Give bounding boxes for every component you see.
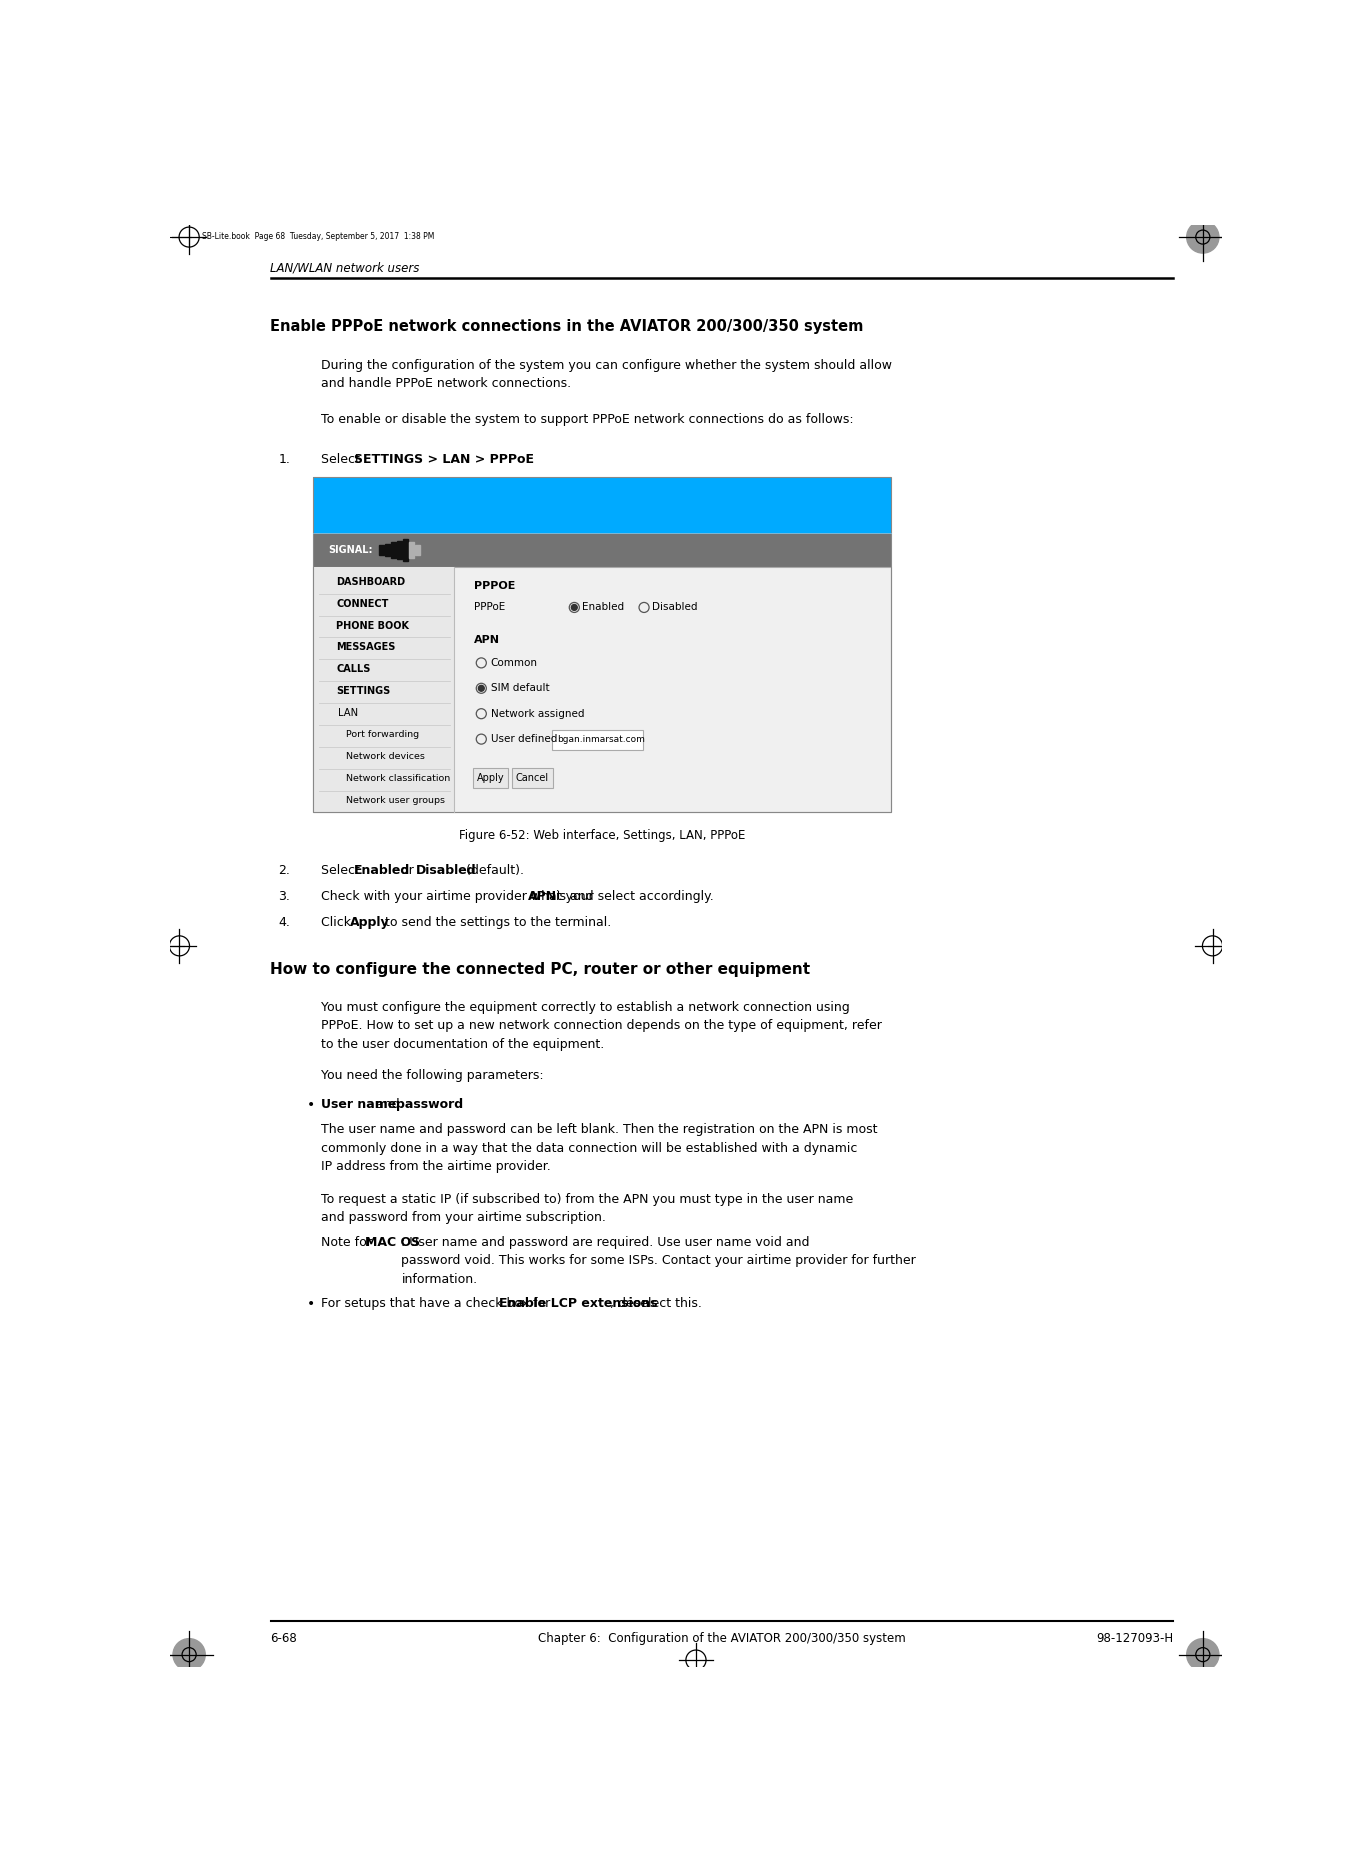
Bar	[397, 541, 402, 560]
Text: Enabled: Enabled	[354, 863, 410, 877]
FancyBboxPatch shape	[551, 730, 642, 749]
Text: Apply: Apply	[350, 916, 390, 929]
Text: 4.: 4.	[278, 916, 291, 929]
Circle shape	[172, 1639, 205, 1671]
Text: MESSAGES: MESSAGES	[337, 642, 395, 652]
Text: 6-68: 6-68	[270, 1631, 297, 1644]
Text: 3.: 3.	[278, 890, 291, 903]
Text: Enable PPPoE network connections in the AVIATOR 200/300/350 system: Enable PPPoE network connections in the …	[270, 318, 864, 333]
FancyBboxPatch shape	[314, 568, 454, 813]
Text: PPPOE: PPPOE	[474, 581, 515, 592]
Text: or: or	[397, 863, 417, 877]
Text: password: password	[397, 1098, 463, 1111]
Bar	[391, 543, 395, 558]
Text: MAC OS: MAC OS	[365, 1236, 421, 1249]
FancyBboxPatch shape	[314, 532, 891, 568]
FancyBboxPatch shape	[314, 478, 891, 532]
Text: For setups that have a check box for: For setups that have a check box for	[320, 1298, 554, 1311]
Text: Figure 6-52: Web interface, Settings, LAN, PPPoE: Figure 6-52: Web interface, Settings, LA…	[459, 830, 746, 843]
Bar	[416, 545, 420, 556]
Text: Network user groups: Network user groups	[346, 796, 444, 805]
Text: Network devices: Network devices	[346, 753, 425, 760]
Text: User name: User name	[320, 1098, 397, 1111]
Text: Check with your airtime provider what your: Check with your airtime provider what yo…	[320, 890, 598, 903]
Text: Network assigned: Network assigned	[490, 708, 584, 719]
Text: Apply: Apply	[477, 774, 504, 783]
Text: , deselect this.: , deselect this.	[610, 1298, 702, 1311]
Text: APN: APN	[474, 635, 500, 644]
Text: •: •	[307, 1098, 315, 1113]
Text: To enable or disable the system to support PPPoE network connections do as follo: To enable or disable the system to suppo…	[320, 412, 853, 425]
Text: Select: Select	[320, 453, 364, 466]
Text: Network classification: Network classification	[346, 774, 449, 783]
Text: Disabled: Disabled	[416, 863, 477, 877]
Text: Disabled: Disabled	[652, 603, 697, 612]
Text: Port forwarding: Port forwarding	[346, 730, 418, 740]
Text: Select: Select	[320, 863, 364, 877]
Text: PPPoE: PPPoE	[474, 603, 505, 612]
Text: is and select accordingly.: is and select accordingly.	[551, 890, 713, 903]
Circle shape	[572, 605, 577, 611]
Bar	[379, 545, 384, 554]
Text: DASHBOARD: DASHBOARD	[337, 577, 406, 586]
Text: SB-Lite.book  Page 68  Tuesday, September 5, 2017  1:38 PM: SB-Lite.book Page 68 Tuesday, September …	[202, 232, 435, 242]
Text: The user name and password can be left blank. Then the registration on the APN i: The user name and password can be left b…	[320, 1124, 877, 1172]
FancyBboxPatch shape	[473, 768, 508, 789]
Text: PHONE BOOK: PHONE BOOK	[337, 620, 409, 631]
Text: LAN: LAN	[338, 708, 359, 719]
Text: APN: APN	[528, 890, 557, 903]
Text: Enabled: Enabled	[583, 603, 625, 612]
Text: During the configuration of the system you can configure whether the system shou: During the configuration of the system y…	[320, 360, 892, 390]
Text: 2.: 2.	[278, 863, 291, 877]
Text: (default).: (default).	[462, 863, 524, 877]
Circle shape	[1187, 1639, 1219, 1671]
Text: SETTINGS: SETTINGS	[337, 686, 391, 697]
Text: Click: Click	[320, 916, 354, 929]
Bar	[409, 543, 414, 558]
FancyBboxPatch shape	[512, 768, 553, 789]
Text: Chapter 6:  Configuration of the AVIATOR 200/300/350 system: Chapter 6: Configuration of the AVIATOR …	[538, 1631, 906, 1644]
Text: To request a static IP (if subscribed to) from the APN you must type in the user: To request a static IP (if subscribed to…	[320, 1193, 853, 1225]
Text: 1.: 1.	[278, 453, 291, 466]
FancyBboxPatch shape	[314, 568, 891, 813]
Text: User defined: User defined	[490, 734, 557, 744]
Text: Enable LCP extensions: Enable LCP extensions	[500, 1298, 657, 1311]
Text: CALLS: CALLS	[337, 665, 371, 674]
Text: 98-127093-H: 98-127093-H	[1096, 1631, 1173, 1644]
Text: You must configure the equipment correctly to establish a network connection usi: You must configure the equipment correct…	[320, 1000, 881, 1051]
Text: and: and	[372, 1098, 403, 1111]
Bar	[386, 543, 390, 556]
Text: Common: Common	[490, 657, 538, 669]
Text: You need the following parameters:: You need the following parameters:	[320, 1069, 543, 1083]
Text: Note for: Note for	[320, 1236, 376, 1249]
Bar	[403, 539, 407, 560]
Text: How to configure the connected PC, router or other equipment: How to configure the connected PC, route…	[270, 963, 811, 978]
Circle shape	[478, 686, 485, 691]
Text: CONNECT: CONNECT	[337, 599, 388, 609]
Text: bgan.inmarsat.com: bgan.inmarsat.com	[557, 734, 645, 744]
Text: SETTINGS > LAN > PPPoE: SETTINGS > LAN > PPPoE	[354, 453, 534, 466]
Text: Cancel: Cancel	[516, 774, 549, 783]
Text: •: •	[307, 1298, 315, 1311]
Text: SIGNAL:: SIGNAL:	[329, 545, 373, 554]
Text: : User name and password are required. Use user name void and
password void. Thi: : User name and password are required. U…	[402, 1236, 917, 1285]
Circle shape	[1187, 221, 1219, 253]
Text: LAN/WLAN network users: LAN/WLAN network users	[270, 262, 420, 275]
Text: to send the settings to the terminal.: to send the settings to the terminal.	[382, 916, 611, 929]
Text: SIM default: SIM default	[490, 684, 549, 693]
